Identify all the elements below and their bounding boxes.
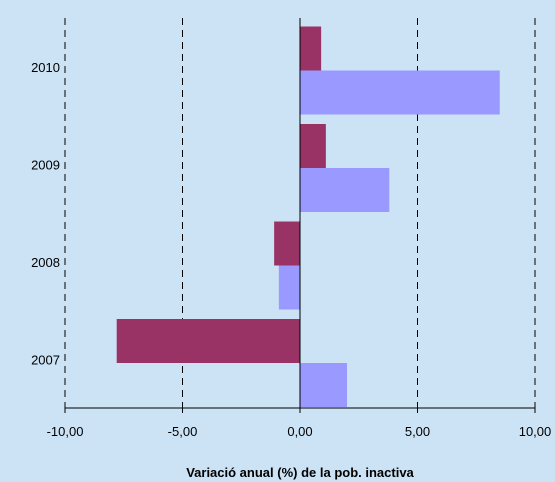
x-tick-label: 0,00 — [287, 424, 312, 439]
category-label: 2009 — [31, 157, 60, 172]
x-tick-label: -10,00 — [47, 424, 84, 439]
axes — [64, 18, 536, 413]
bars — [116, 26, 500, 407]
x-tick-label: 10,00 — [519, 424, 552, 439]
tick-labels: 2007 2008 2009 2010 -10,00 -5,00 0,00 5,00 10,00 — [31, 60, 551, 439]
bar-2009-series-2 — [300, 168, 390, 212]
category-label: 2007 — [31, 352, 60, 367]
bar-2010-series-1 — [300, 26, 322, 71]
bar-2010-series-2 — [300, 70, 500, 115]
bar-2009-series-1 — [300, 124, 326, 168]
bar-2008-series-2 — [278, 265, 300, 310]
x-tick-label: 5,00 — [405, 424, 430, 439]
x-axis-title: Variació anual (%) de la pob. inactiva — [186, 465, 414, 480]
x-tick-label: -5,00 — [168, 424, 198, 439]
bar-2008-series-1 — [274, 221, 300, 266]
category-label: 2008 — [31, 255, 60, 270]
category-label: 2010 — [31, 60, 60, 75]
bar-2007-series-1 — [116, 319, 300, 363]
bar-2007-series-2 — [300, 363, 347, 407]
